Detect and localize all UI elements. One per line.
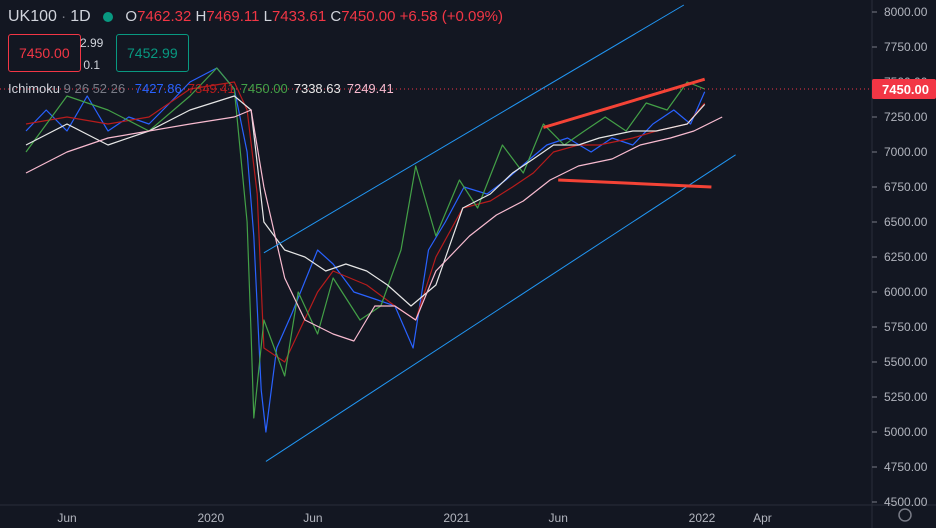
y-tick-label: 5000.00	[884, 425, 928, 439]
x-tick-label: Jun	[57, 511, 76, 525]
chart-header: UK100 · 1D O7462.32 H7469.11 L7433.61 C7…	[8, 8, 503, 26]
indicator-name: Ichimoku	[8, 81, 61, 96]
trend-line-1	[265, 154, 736, 462]
indicator-value: 7249.41	[346, 81, 394, 96]
indicator-value: 7349.41	[187, 81, 235, 96]
trend-line-2	[542, 77, 706, 129]
price-tag-bg	[872, 79, 936, 99]
sell-button[interactable]: 7450.00	[8, 34, 81, 72]
low-label: L	[263, 8, 272, 25]
series-line-3	[25, 95, 706, 307]
y-tick-label: 5750.00	[884, 320, 928, 334]
high-label: H	[195, 8, 207, 25]
high-value: 7469.11	[206, 8, 260, 25]
indicator-values: 7427.86 7349.41 7450.00 7338.63 7249.41	[129, 81, 394, 96]
y-tick-label: 5500.00	[884, 355, 928, 369]
series-line-0	[25, 67, 706, 433]
buy-button[interactable]: 7452.99	[116, 34, 189, 72]
series-line-4	[25, 109, 723, 342]
y-tick-label: 7000.00	[884, 145, 928, 159]
ichimoku-legend[interactable]: Ichimoku 9 26 52 26 7427.86 7349.41 7450.0…	[8, 81, 394, 96]
y-tick-label: 8000.00	[884, 5, 928, 19]
series-line-2	[25, 67, 705, 419]
x-tick-label: 2021	[443, 511, 470, 525]
indicator-value: 7427.86	[134, 81, 182, 96]
y-tick-label: 5250.00	[884, 390, 928, 404]
x-tick-label: Apr	[753, 511, 772, 525]
spread-bottom: 0.1	[83, 58, 101, 72]
y-tick-label: 4750.00	[884, 460, 928, 474]
symbol-label[interactable]: UK100	[8, 8, 57, 25]
y-tick-label: 4500.00	[884, 495, 928, 509]
y-tick-label: 6750.00	[884, 180, 928, 194]
spread-top: 2.99	[80, 36, 104, 50]
low-value: 7433.61	[271, 8, 327, 25]
x-tick-label: 2020	[197, 511, 224, 525]
trend-line-3	[558, 178, 712, 189]
y-tick-label: 7750.00	[884, 40, 928, 54]
x-tick-label: 2022	[689, 511, 716, 525]
settings-icon	[898, 508, 912, 522]
y-tick-label: 6000.00	[884, 285, 928, 299]
indicator-value: 7450.00	[240, 81, 288, 96]
price-tag-label: 7450.00	[882, 82, 929, 97]
indicator-value: 7338.63	[293, 81, 341, 96]
market-status-icon	[102, 12, 113, 23]
series-line-1	[25, 81, 706, 363]
indicator-params: 9 26 52 26	[63, 81, 126, 96]
close-label: C	[330, 8, 342, 25]
change-value: +6.58 (+0.09%)	[399, 8, 504, 25]
open-value: 7462.32	[137, 8, 192, 25]
y-tick-label: 7250.00	[884, 110, 928, 124]
x-tick-label: Jun	[549, 511, 568, 525]
open-label: O	[125, 8, 138, 25]
x-tick-label: Jun	[303, 511, 322, 525]
y-tick-label: 6250.00	[884, 250, 928, 264]
trend-line-0	[263, 4, 685, 254]
y-tick-label: 6500.00	[884, 215, 928, 229]
close-value: 7450.00	[341, 8, 396, 25]
interval-label[interactable]: 1D	[70, 8, 91, 25]
separator: ·	[61, 8, 67, 25]
spread-display: 2.99 0.1	[80, 32, 103, 76]
